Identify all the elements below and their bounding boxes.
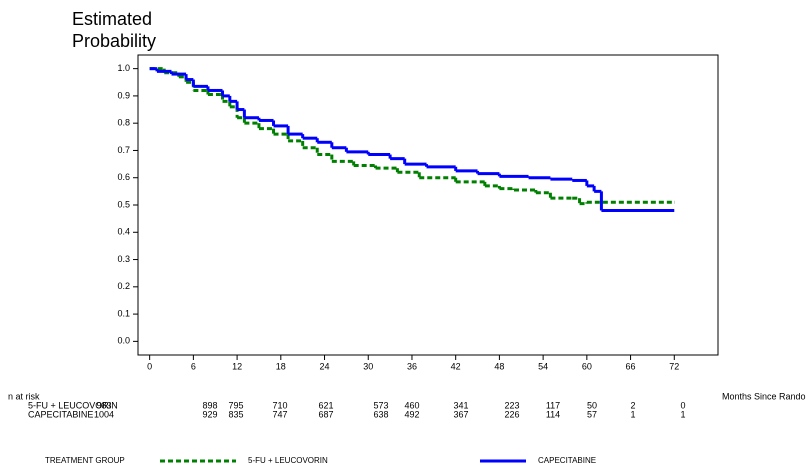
y-tick-label: 0.6 bbox=[117, 172, 130, 182]
y-tick-label: 0.9 bbox=[117, 90, 130, 100]
risk-count: 621 bbox=[318, 400, 333, 410]
y-tick-label: 0.4 bbox=[117, 227, 130, 237]
risk-count: 1 bbox=[630, 409, 635, 419]
risk-count: 460 bbox=[404, 400, 419, 410]
risk-count: 795 bbox=[228, 400, 243, 410]
risk-count: 687 bbox=[318, 409, 333, 419]
y-tick-label: 0.7 bbox=[117, 145, 130, 155]
y-tick-label: 0.2 bbox=[117, 281, 130, 291]
risk-count: 50 bbox=[587, 400, 597, 410]
risk-row-label: 5-FU + LEUCOVORIN bbox=[28, 400, 118, 410]
risk-count: 1004 bbox=[94, 409, 114, 419]
risk-count: 57 bbox=[587, 409, 597, 419]
risk-count: 747 bbox=[272, 409, 287, 419]
risk-count: 492 bbox=[404, 409, 419, 419]
risk-count: 367 bbox=[453, 409, 468, 419]
y-tick-label: 0.1 bbox=[117, 308, 130, 318]
x-tick-label: 6 bbox=[191, 361, 196, 371]
y-tick-label: 0.3 bbox=[117, 254, 130, 264]
risk-count: 341 bbox=[453, 400, 468, 410]
risk-count: 0 bbox=[680, 400, 685, 410]
risk-count: 638 bbox=[373, 409, 388, 419]
y-tick-label: 0.8 bbox=[117, 118, 130, 128]
x-tick-label: 18 bbox=[276, 361, 286, 371]
risk-count: 1 bbox=[680, 409, 685, 419]
risk-count: 898 bbox=[202, 400, 217, 410]
x-tick-label: 12 bbox=[232, 361, 242, 371]
x-axis-title: Months Since Randomization bbox=[722, 391, 806, 401]
y-tick-label: 0.5 bbox=[117, 199, 130, 209]
x-tick-label: 72 bbox=[669, 361, 679, 371]
risk-count: 710 bbox=[272, 400, 287, 410]
x-tick-label: 42 bbox=[451, 361, 461, 371]
x-tick-label: 36 bbox=[407, 361, 417, 371]
risk-count: 114 bbox=[546, 409, 560, 419]
y-axis-title: Estimated Probability bbox=[72, 9, 157, 51]
risk-row-label: CAPECITABINE bbox=[28, 409, 93, 419]
risk-table-title: n at risk bbox=[8, 391, 40, 401]
x-tick-label: 60 bbox=[582, 361, 592, 371]
risk-count: 226 bbox=[504, 409, 519, 419]
y-tick-label: 0.0 bbox=[117, 336, 130, 346]
risk-count: 929 bbox=[202, 409, 217, 419]
risk-count: 573 bbox=[373, 400, 388, 410]
x-tick-label: 0 bbox=[147, 361, 152, 371]
x-tick-label: 24 bbox=[320, 361, 330, 371]
legend-label: CAPECITABINE bbox=[538, 456, 596, 465]
x-tick-label: 30 bbox=[363, 361, 373, 371]
risk-count: 983 bbox=[96, 400, 111, 410]
legend-title: TREATMENT GROUP bbox=[45, 456, 125, 465]
y-tick-label: 1.0 bbox=[117, 63, 130, 73]
x-tick-label: 48 bbox=[494, 361, 504, 371]
risk-count: 2 bbox=[630, 400, 635, 410]
risk-count: 835 bbox=[228, 409, 243, 419]
risk-count: 117 bbox=[546, 400, 560, 410]
risk-count: 223 bbox=[504, 400, 519, 410]
x-tick-label: 66 bbox=[626, 361, 636, 371]
x-tick-label: 54 bbox=[538, 361, 548, 371]
legend-label: 5-FU + LEUCOVORIN bbox=[248, 456, 328, 465]
